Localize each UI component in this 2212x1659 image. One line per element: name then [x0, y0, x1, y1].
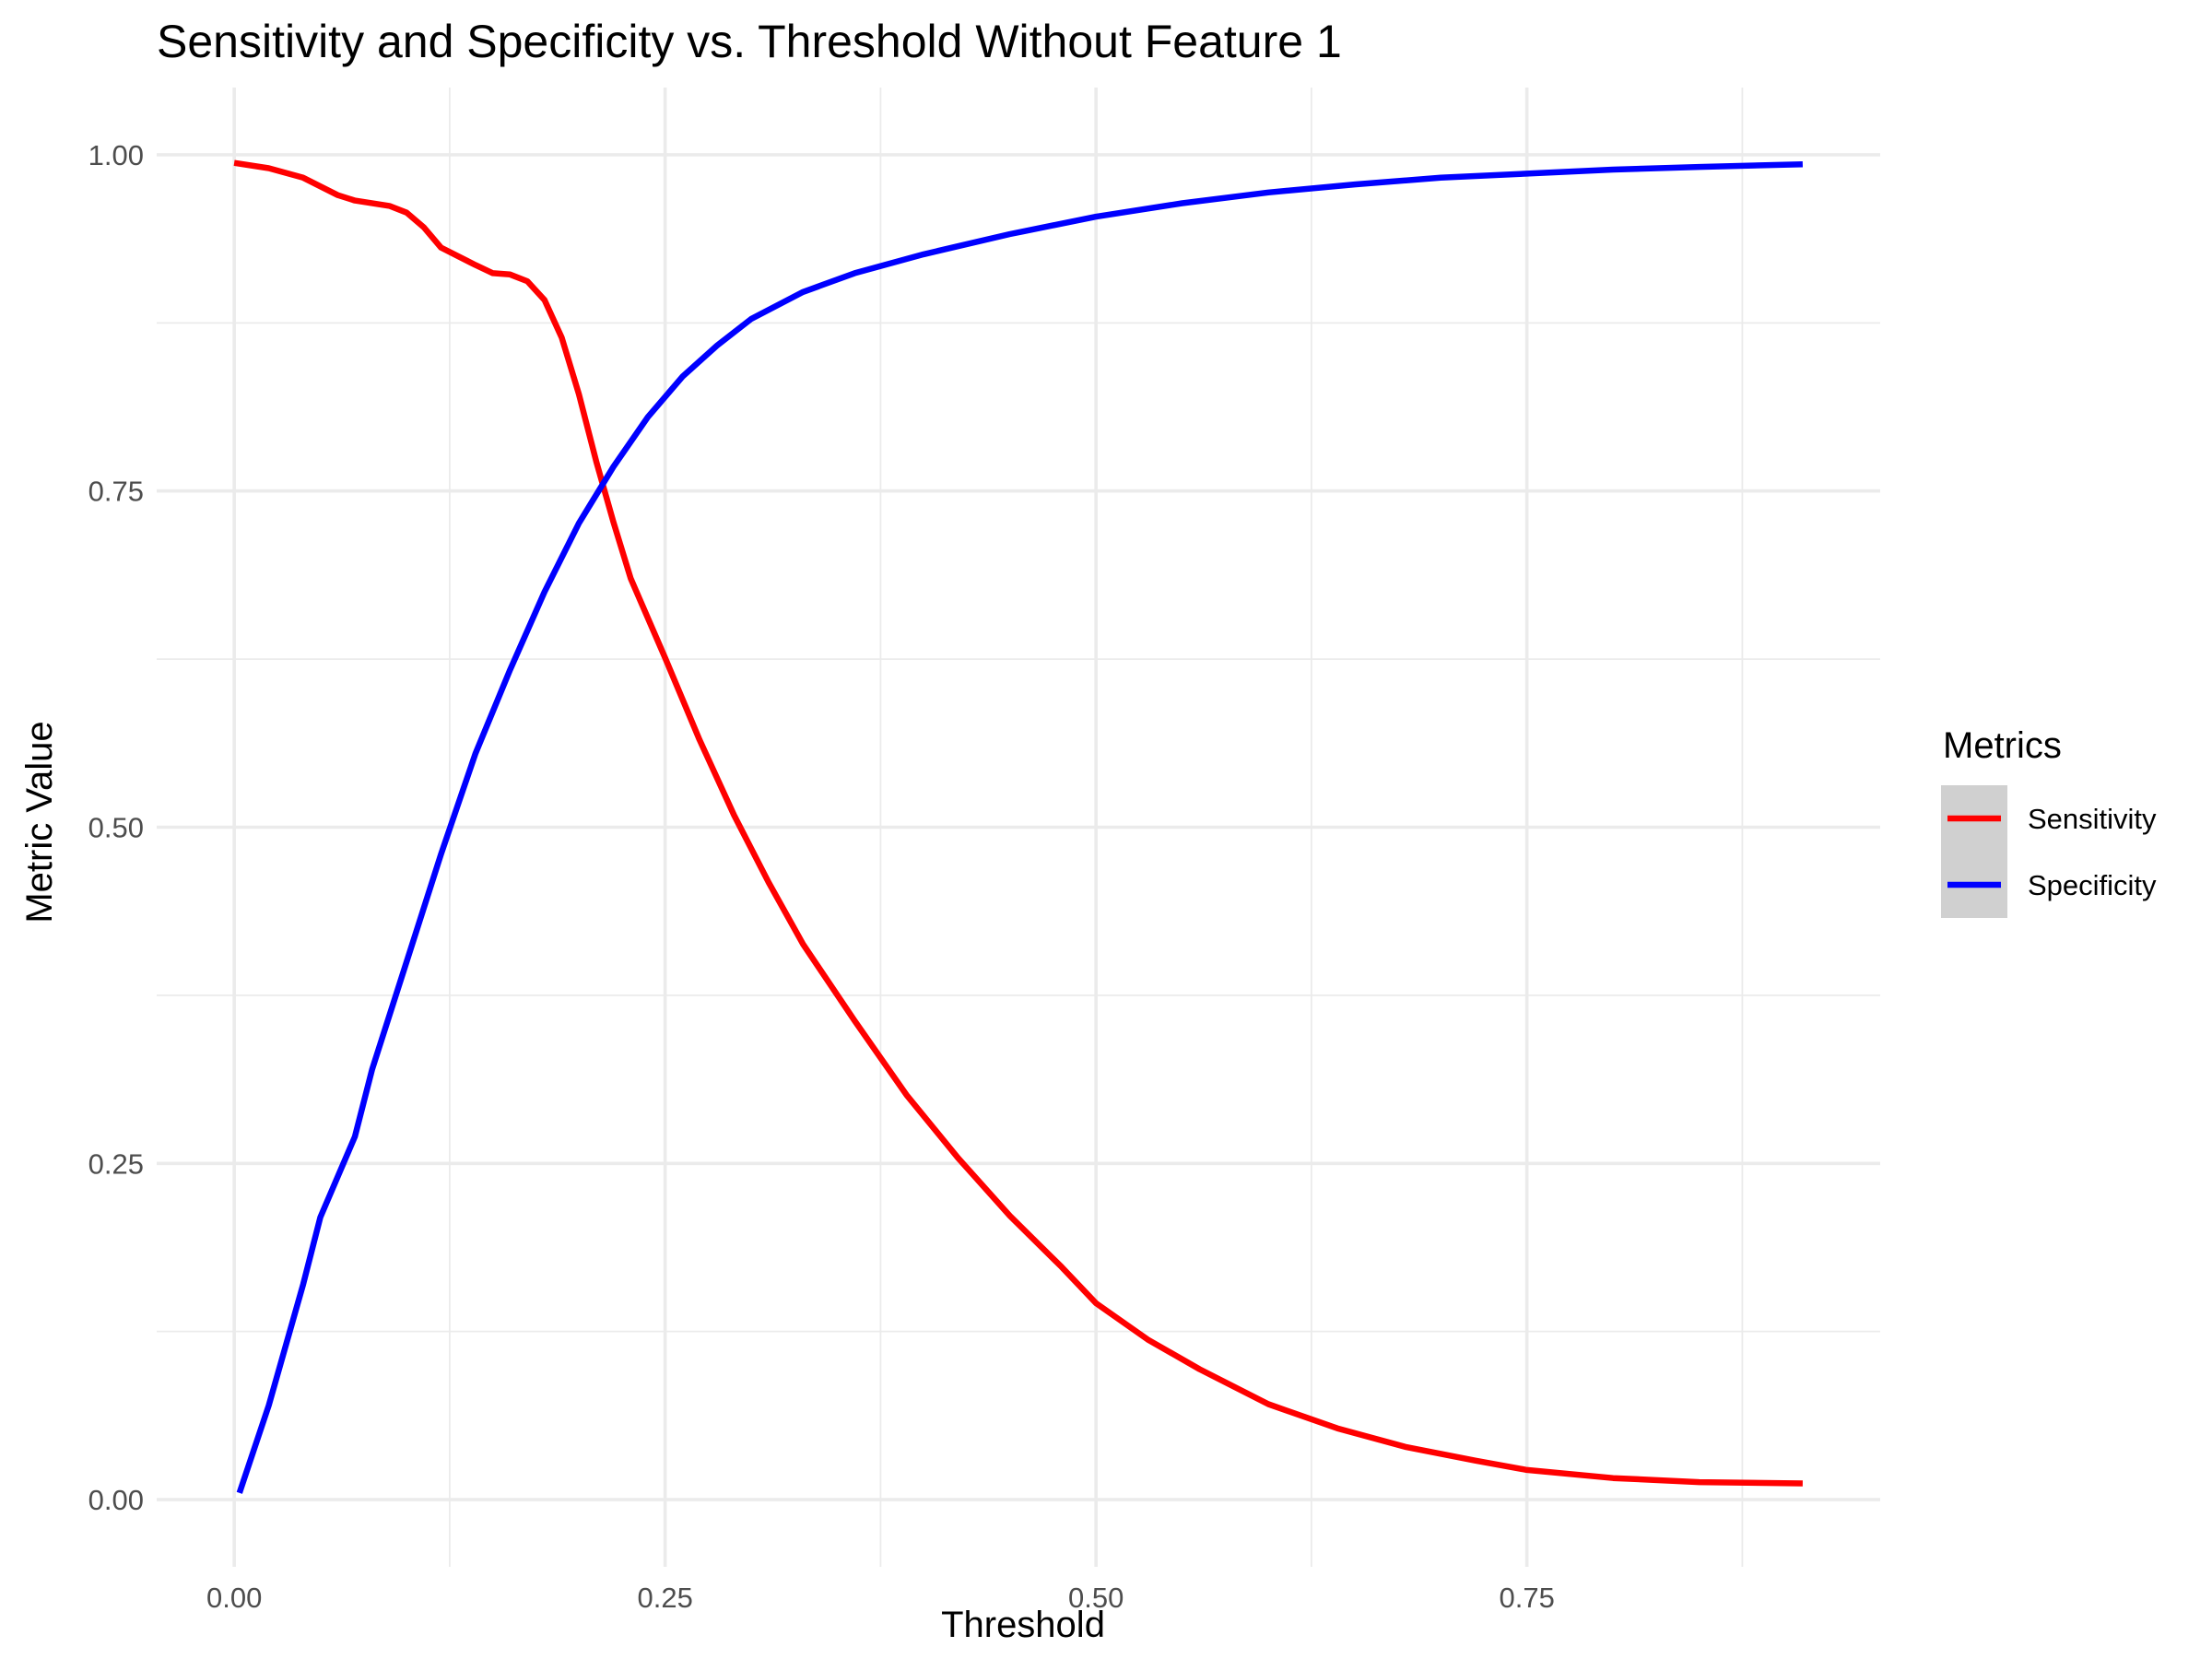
series-line-sensitivity: [233, 159, 1803, 1487]
y-axis-title: Metric Value: [19, 721, 60, 923]
legend-items: Sensitivity Specificity: [1941, 785, 2157, 918]
legend-label-specificity: Specificity: [2028, 869, 2157, 901]
x-tick-label: 0.25: [637, 1582, 692, 1614]
y-tick-label: 0.50: [88, 812, 144, 844]
y-tick-label: 0.75: [88, 476, 144, 508]
legend: Metrics Sensitivity Specificity: [1941, 725, 2157, 918]
series-layer: [233, 159, 1803, 1494]
y-tick-label: 0.00: [88, 1484, 144, 1516]
y-tick-labels: 0.00 0.25 0.50 0.75 1.00: [88, 139, 144, 1516]
y-tick-label: 0.25: [88, 1147, 144, 1180]
x-tick-label: 0.75: [1499, 1582, 1554, 1614]
x-axis-title: Threshold: [941, 1605, 1105, 1645]
chart-title: Sensitivity and Specificity vs. Threshol…: [157, 16, 1342, 67]
legend-label-sensitivity: Sensitivity: [2028, 803, 2157, 835]
y-tick-label: 1.00: [88, 139, 144, 171]
x-tick-labels: 0.00 0.25 0.50 0.75: [206, 1582, 1555, 1614]
grid: [157, 88, 1880, 1567]
legend-title: Metrics: [1943, 725, 2062, 766]
x-tick-label: 0.50: [1068, 1582, 1124, 1614]
series-line-specificity: [236, 160, 1803, 1494]
x-tick-label: 0.00: [206, 1582, 262, 1614]
